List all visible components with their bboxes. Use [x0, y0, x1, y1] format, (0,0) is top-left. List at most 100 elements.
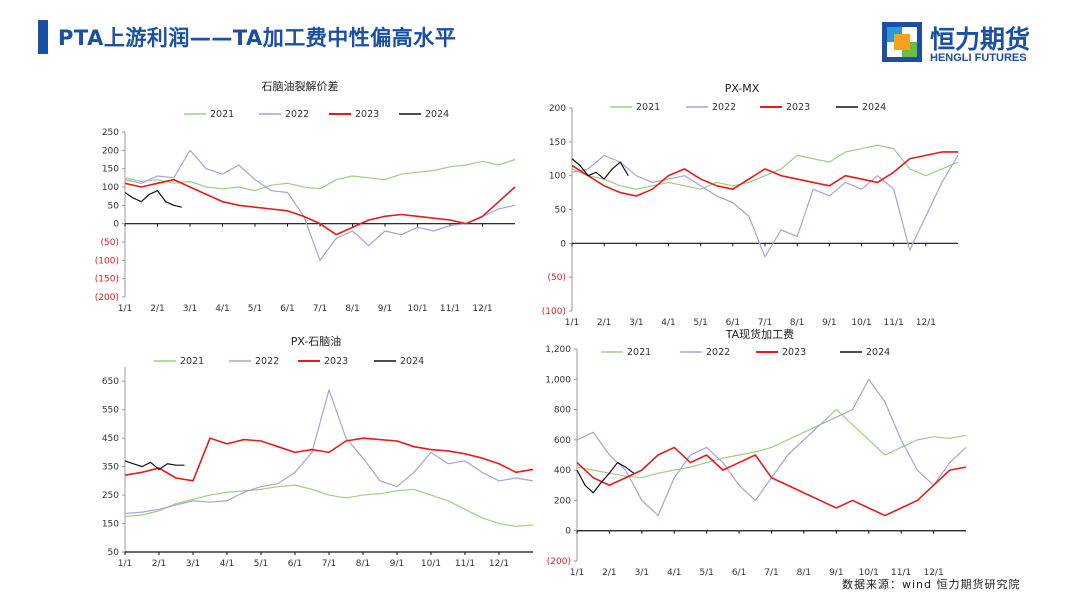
page-title: PTA上游利润——TA加工费中性偏高水平 [58, 26, 457, 50]
y-tick-label: (100) [95, 256, 119, 266]
series-line-2021 [124, 484, 534, 527]
series-line-2023 [124, 437, 534, 482]
y-tick-label: (50) [101, 238, 119, 248]
series-line-2024 [124, 190, 183, 208]
chart-4: TA现货加工费 (200) 0 200 400 600 800 1,000 1,200 1/1 2/… [545, 327, 967, 578]
y-tick-label: 450 [102, 434, 119, 444]
y-tick-label: 1,000 [545, 375, 571, 385]
x-tick-label: 1/1 [565, 318, 579, 328]
x-tick-label: 5/1 [254, 559, 268, 569]
x-tick-label: 5/1 [693, 318, 707, 328]
y-tick-label: (150) [95, 275, 119, 285]
x-tick-label: 4/1 [661, 318, 675, 328]
legend-label-2024: 2024 [425, 109, 449, 120]
y-tick-label: 0 [565, 527, 571, 537]
x-tick-label: 4/1 [667, 568, 681, 578]
x-tick-label: 2/1 [602, 568, 616, 578]
y-tick-label: 150 [102, 165, 119, 175]
x-tick-label: 5/1 [699, 568, 713, 578]
y-tick-label: 350 [102, 463, 119, 473]
x-tick-label: 12/1 [472, 304, 492, 314]
series-line-2024 [124, 460, 185, 471]
chart-title: PX-MX [725, 82, 760, 95]
legend-label-2023: 2023 [786, 102, 810, 113]
y-tick-label: 550 [102, 406, 119, 416]
legend-label-2022: 2022 [712, 102, 736, 113]
title-accent-bar [38, 20, 48, 54]
x-tick-label: 12/1 [916, 318, 936, 328]
x-tick-label: 7/1 [322, 559, 336, 569]
x-tick-label: 12/1 [489, 559, 509, 569]
company-logo: 恒力期货 HENGLI FUTURES [882, 20, 1072, 66]
x-tick-label: 12/1 [923, 568, 943, 578]
legend-label-2023: 2023 [355, 109, 379, 120]
y-tick-label: 200 [549, 104, 566, 114]
x-tick-label: 9/1 [378, 304, 392, 314]
chart-3: PX-石脑油 50 150 250 350 450 550 650 1/1 2/1 3/1 4/1 5/… [102, 334, 534, 569]
y-tick-label: 150 [102, 520, 119, 530]
x-tick-label: 3/1 [635, 568, 649, 578]
legend-label-2021: 2021 [180, 356, 204, 367]
x-tick-label: 3/1 [186, 559, 200, 569]
y-tick-label: 50 [108, 548, 120, 558]
series-line-2023 [124, 178, 516, 236]
y-tick-label: (200) [547, 557, 571, 567]
x-tick-label: 10/1 [859, 568, 879, 578]
y-tick-label: 200 [102, 146, 119, 156]
y-tick-label: 0 [560, 239, 566, 249]
logo-english-name: HENGLI FUTURES [930, 52, 1027, 64]
y-tick-label: 150 [549, 138, 566, 148]
x-tick-label: 1/1 [118, 559, 132, 569]
x-tick-label: 2/1 [152, 559, 166, 569]
y-tick-label: 100 [549, 172, 566, 182]
legend-label-2022: 2022 [255, 356, 279, 367]
x-tick-label: 11/1 [891, 568, 911, 578]
x-tick-label: 8/1 [797, 568, 811, 578]
x-tick-label: 4/1 [215, 304, 229, 314]
x-tick-label: 1/1 [570, 568, 584, 578]
series-line-2022 [124, 149, 516, 261]
y-tick-label: 400 [554, 466, 571, 476]
series-line-2023 [576, 446, 967, 517]
legend-label-2022: 2022 [285, 109, 309, 120]
x-tick-label: 3/1 [183, 304, 197, 314]
y-tick-label: 250 [102, 128, 119, 138]
y-tick-label: 600 [554, 436, 571, 446]
x-tick-label: 1/1 [118, 304, 132, 314]
legend-label-2021: 2021 [210, 109, 234, 120]
x-tick-label: 9/1 [829, 568, 843, 578]
y-tick-label: 0 [113, 220, 119, 230]
series-line-2022 [571, 154, 959, 258]
x-tick-label: 4/1 [220, 559, 234, 569]
x-tick-label: 10/1 [407, 304, 427, 314]
legend-label-2023: 2023 [324, 356, 348, 367]
chart-title: TA现货加工费 [725, 327, 794, 341]
x-tick-label: 6/1 [732, 568, 746, 578]
legend-label-2024: 2024 [862, 102, 886, 113]
x-tick-label: 2/1 [150, 304, 164, 314]
legend-label-2021: 2021 [636, 102, 660, 113]
x-tick-label: 10/1 [421, 559, 441, 569]
x-tick-label: 7/1 [764, 568, 778, 578]
legend-label-2022: 2022 [706, 347, 730, 358]
y-tick-label: (100) [542, 307, 566, 317]
x-tick-label: 10/1 [851, 318, 871, 328]
x-tick-label: 8/1 [790, 318, 804, 328]
y-tick-label: 100 [102, 183, 119, 193]
y-tick-label: 250 [102, 491, 119, 501]
y-tick-label: 200 [554, 496, 571, 506]
x-tick-label: 7/1 [758, 318, 772, 328]
chart-title: 石脑油裂解价差 [262, 79, 339, 93]
chart-2: PX-MX (100) (50) 0 50 100 150 200 1/1 2/1 3/1 4/1 5/… [542, 82, 959, 328]
series-line-2024 [576, 461, 635, 494]
x-tick-label: 2/1 [597, 318, 611, 328]
x-tick-label: 3/1 [629, 318, 643, 328]
x-tick-label: 11/1 [440, 304, 460, 314]
series-line-2024 [571, 158, 629, 180]
legend-label-2021: 2021 [627, 347, 651, 358]
series-line-2021 [576, 408, 967, 479]
y-tick-label: 650 [102, 377, 119, 387]
series-line-2021 [571, 144, 959, 190]
x-tick-label: 6/1 [280, 304, 294, 314]
